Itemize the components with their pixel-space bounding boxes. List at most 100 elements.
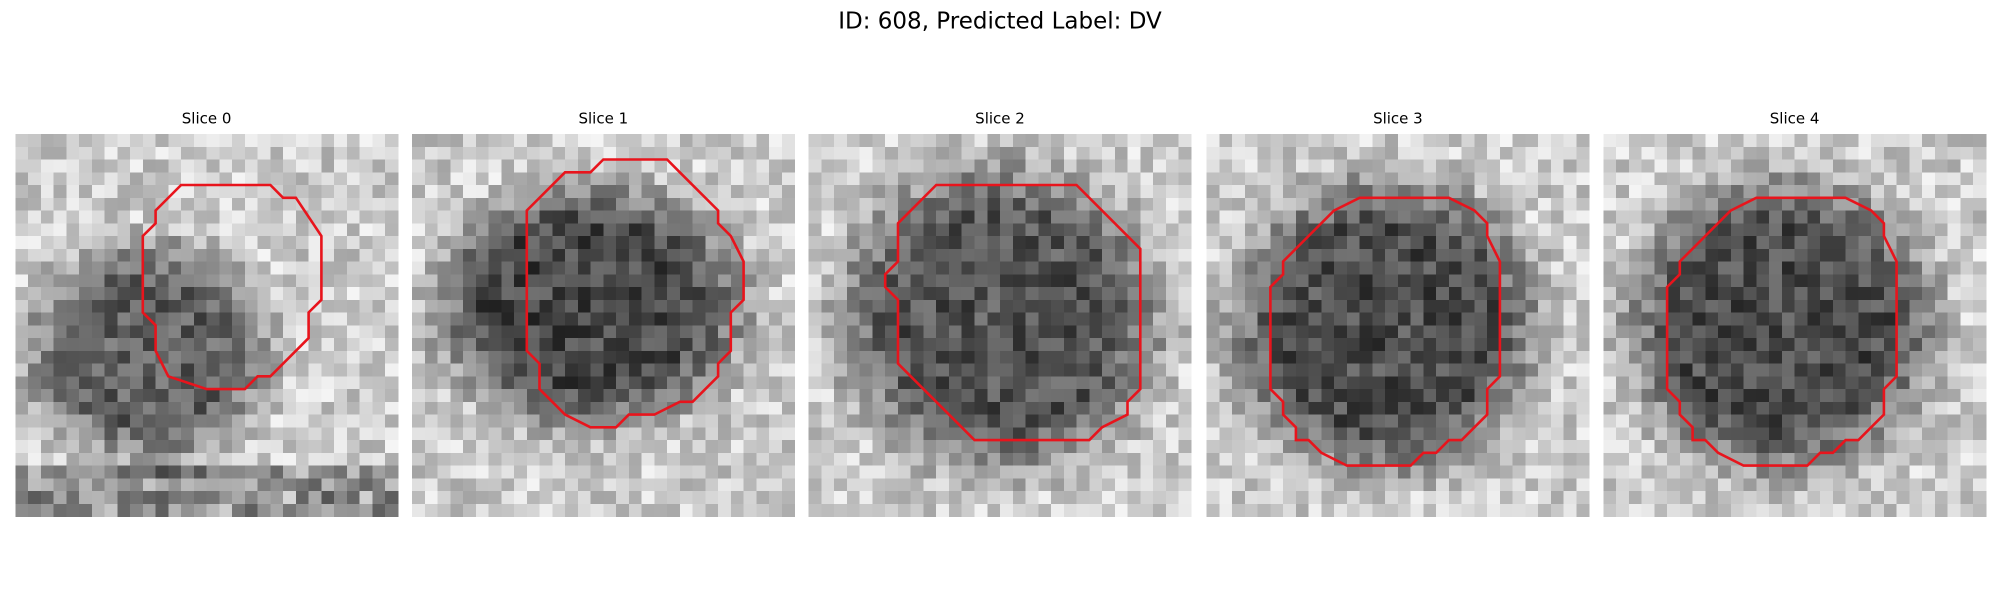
pixel [1692, 172, 1706, 186]
pixel [923, 299, 937, 313]
pixel [117, 274, 131, 288]
pixel [1909, 465, 1923, 479]
pixel [565, 248, 579, 262]
pixel [1960, 363, 1974, 377]
pixel [923, 350, 937, 364]
pixel [117, 134, 131, 148]
pixel [1051, 465, 1065, 479]
pixel [705, 274, 719, 288]
pixel [1270, 287, 1284, 301]
pixel [1973, 389, 1987, 403]
pixel [1076, 414, 1090, 428]
pixel [1499, 376, 1514, 390]
pixel [117, 299, 131, 313]
pixel [667, 389, 681, 403]
pixel [1871, 440, 1885, 454]
pixel [424, 491, 438, 505]
pixel [1576, 274, 1590, 288]
pixel [628, 299, 642, 313]
pixel [1692, 452, 1706, 466]
pixel [1436, 146, 1450, 160]
pixel [1628, 197, 1642, 211]
pixel [641, 325, 655, 339]
pixel [346, 491, 361, 505]
pixel [1960, 491, 1974, 505]
pixel [1603, 210, 1617, 224]
pixel [1654, 274, 1668, 288]
pixel [859, 478, 873, 492]
pixel [1063, 389, 1077, 403]
pixel [834, 440, 848, 454]
pixel [1730, 376, 1744, 390]
pixel [1616, 172, 1630, 186]
pixel [1359, 389, 1373, 403]
pixel [283, 159, 297, 173]
pixel [1000, 503, 1014, 517]
pixel [257, 146, 271, 160]
pixel [1718, 503, 1732, 517]
pixel [1423, 261, 1437, 275]
pixel [808, 159, 822, 173]
pixel [15, 452, 29, 466]
pixel [781, 440, 795, 454]
pixel [1012, 338, 1026, 352]
pixel [897, 401, 912, 415]
pixel [40, 478, 54, 492]
pixel [526, 210, 540, 224]
pixel [834, 452, 848, 466]
pixel [1461, 223, 1475, 237]
pixel [1781, 491, 1795, 505]
pixel [1807, 210, 1821, 224]
pixel [1730, 274, 1744, 288]
pixel [334, 350, 348, 364]
pixel [232, 274, 246, 288]
pixel [1102, 236, 1116, 250]
pixel [1127, 312, 1141, 326]
pixel [705, 159, 719, 173]
pixel [897, 299, 912, 313]
pixel [1448, 452, 1463, 466]
pixel [475, 427, 489, 441]
pixel [1947, 376, 1961, 390]
pixel [15, 185, 29, 199]
pixel [334, 261, 348, 275]
pixel [756, 503, 770, 517]
pixel [244, 146, 259, 160]
pixel [1308, 363, 1322, 377]
pixel [450, 350, 464, 364]
pixel [1525, 299, 1539, 313]
pixel [1947, 478, 1961, 492]
pixel [321, 350, 335, 364]
pixel [692, 248, 706, 262]
pixel [781, 185, 795, 199]
pixel [1076, 134, 1090, 148]
pixel [270, 159, 284, 173]
pixel [1628, 299, 1642, 313]
pixel [885, 478, 899, 492]
pixel [206, 503, 220, 517]
pixel [219, 491, 233, 505]
pixel [130, 159, 144, 173]
pixel [514, 376, 528, 390]
pixel [1845, 185, 1859, 199]
pixel [1321, 146, 1335, 160]
pixel [1499, 134, 1514, 148]
pixel [526, 465, 540, 479]
pixel [385, 478, 399, 492]
pixel [232, 248, 246, 262]
pixel [1909, 159, 1923, 173]
pixel [1832, 312, 1847, 326]
pixel [526, 363, 540, 377]
pixel [1474, 401, 1488, 415]
pixel [1922, 452, 1936, 466]
pixel [808, 146, 822, 160]
pixel [193, 363, 207, 377]
pixel [948, 274, 963, 288]
pixel [385, 146, 399, 160]
pixel [1076, 452, 1090, 466]
pixel [1474, 299, 1488, 313]
pixel [1654, 440, 1668, 454]
pixel [641, 312, 655, 326]
pixel [1257, 414, 1271, 428]
pixel [270, 274, 284, 288]
